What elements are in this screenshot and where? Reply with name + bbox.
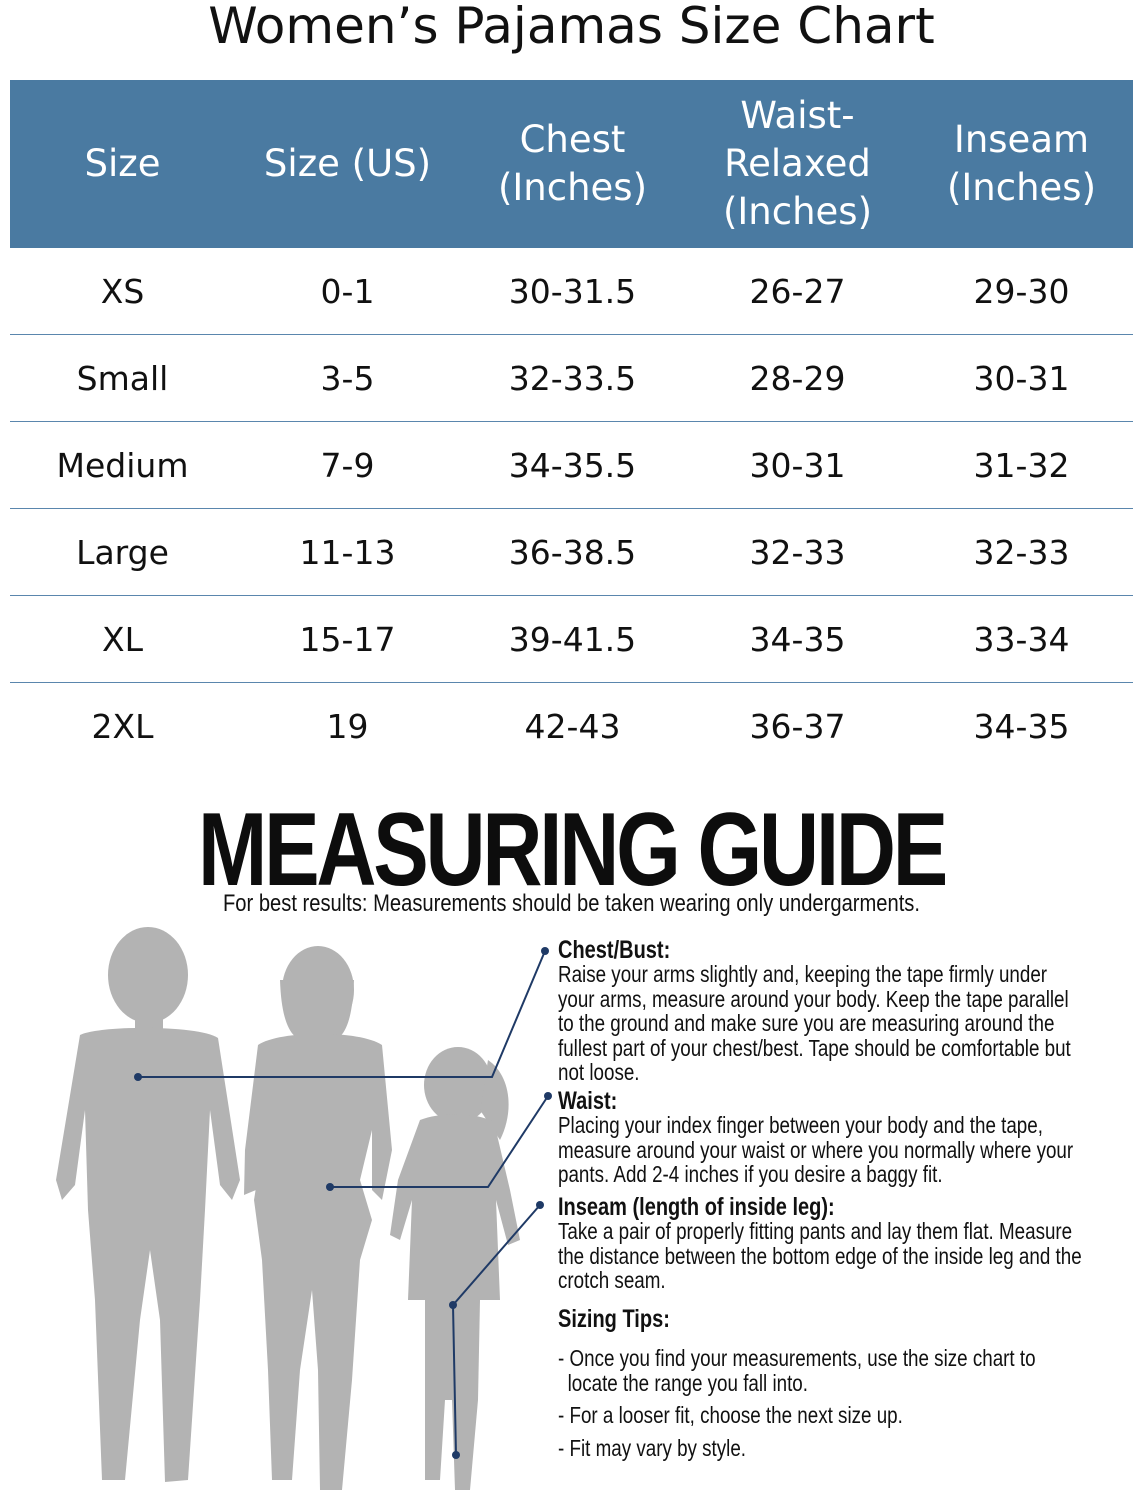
measuring-guide-subtitle: For best results: Measurements should be… — [222, 890, 920, 917]
cell-size-us: 19 — [326, 707, 369, 746]
table-row: XS 0-1 30-31.5 26-27 29-30 — [10, 248, 1133, 335]
cell-waist: 28-29 — [749, 358, 846, 398]
header-chest: Chest (Inches) — [497, 118, 648, 209]
inseam-end-dot — [452, 1451, 460, 1459]
waist-text: Placing your index finger between your b… — [558, 1112, 1074, 1187]
cell-inseam: 31-32 — [973, 445, 1070, 485]
sizing-tips-list: Once you find your measurements, use the… — [558, 1346, 1070, 1460]
cell-chest: 36-38.5 — [508, 532, 637, 572]
cell-inseam: 29-30 — [973, 271, 1070, 311]
list-item: Fit may vary by style. — [558, 1435, 1070, 1461]
waist-point-dot — [326, 1183, 334, 1191]
inseam-section: Inseam (length of inside leg): Take a pa… — [558, 1193, 1082, 1293]
cell-waist: 26-27 — [749, 271, 846, 311]
woman-silhouette — [244, 946, 392, 1490]
cell-inseam: 32-33 — [973, 532, 1070, 572]
chest-label-dot — [541, 947, 549, 955]
waist-label-dot — [544, 1092, 552, 1100]
table-header: Size Size (US) Chest (Inches) Waist- Rel… — [10, 80, 1133, 248]
cell-size-us: 3-5 — [320, 358, 375, 398]
cell-inseam: 34-35 — [973, 707, 1070, 746]
inseam-label-dot — [536, 1201, 544, 1209]
header-waist: Waist- Relaxed (Inches) — [722, 94, 873, 233]
page-title: Women’s Pajamas Size Chart — [208, 0, 935, 55]
table-row: Large 11-13 36-38.5 32-33 32-33 — [10, 509, 1133, 596]
waist-section: Waist: Placing your index finger between… — [558, 1087, 1073, 1187]
list-item: Once you find your measurements, use the… — [558, 1346, 1070, 1395]
chest-bust-text: Raise your arms slightly and, keeping th… — [558, 961, 1071, 1085]
inseam-point-dot — [449, 1301, 457, 1309]
cell-size-us: 11-13 — [299, 532, 396, 572]
cell-inseam: 33-34 — [973, 619, 1070, 659]
chest-pointer-line — [138, 950, 546, 1078]
sizing-tips-section: Sizing Tips: Once you find your measurem… — [558, 1305, 1070, 1468]
table-row: Medium 7-9 34-35.5 30-31 31-32 — [10, 422, 1133, 509]
size-chart-table: Size Size (US) Chest (Inches) Waist- Rel… — [10, 80, 1133, 770]
cell-chest: 34-35.5 — [508, 445, 637, 485]
sizing-tips-heading: Sizing Tips: — [558, 1305, 670, 1333]
header-size-us: Size (US) — [263, 142, 432, 185]
cell-size: XS — [100, 271, 145, 311]
cell-size: XL — [102, 619, 143, 659]
cell-waist: 32-33 — [749, 532, 846, 572]
cell-size: Small — [76, 358, 169, 398]
waist-pointer-line — [330, 1095, 549, 1188]
table-row: Small 3-5 32-33.5 28-29 30-31 — [10, 335, 1133, 422]
cell-waist: 34-35 — [749, 619, 846, 659]
cell-waist: 30-31 — [749, 445, 846, 485]
chest-bust-heading: Chest/Bust: — [558, 936, 671, 964]
cell-size: Medium — [56, 445, 189, 485]
cell-chest: 39-41.5 — [508, 619, 637, 659]
inseam-heading: Inseam (length of inside leg): — [558, 1193, 835, 1221]
table-row: XL 15-17 39-41.5 34-35 33-34 — [10, 596, 1133, 683]
cell-waist: 36-37 — [749, 707, 846, 746]
cell-size: Large — [76, 532, 169, 572]
list-item: For a looser fit, choose the next size u… — [558, 1403, 1070, 1428]
header-size: Size — [84, 142, 161, 185]
pointer-dots — [134, 947, 552, 1459]
chest-bust-section: Chest/Bust: Raise your arms slightly and… — [558, 936, 1071, 1085]
cell-size: 2XL — [91, 707, 154, 746]
cell-chest: 32-33.5 — [508, 358, 637, 398]
chest-point-dot — [134, 1073, 142, 1081]
cell-inseam: 30-31 — [973, 358, 1070, 398]
cell-size-us: 7-9 — [320, 445, 375, 485]
cell-size-us: 15-17 — [299, 619, 396, 659]
man-silhouette — [56, 927, 240, 1482]
header-inseam: Inseam (Inches) — [946, 118, 1097, 209]
cell-chest: 42-43 — [524, 707, 621, 746]
cell-chest: 30-31.5 — [508, 271, 637, 311]
table-body: XS 0-1 30-31.5 26-27 29-30 Small 3-5 32-… — [10, 248, 1133, 770]
waist-heading: Waist: — [558, 1087, 618, 1115]
cell-size-us: 0-1 — [320, 271, 375, 311]
measuring-guide-title: MEASURING GUIDE — [197, 792, 948, 908]
inseam-text: Take a pair of properly fitting pants an… — [558, 1218, 1082, 1293]
family-silhouettes-illustration — [56, 927, 552, 1490]
table-row: 2XL 19 42-43 36-37 34-35 — [10, 683, 1133, 770]
